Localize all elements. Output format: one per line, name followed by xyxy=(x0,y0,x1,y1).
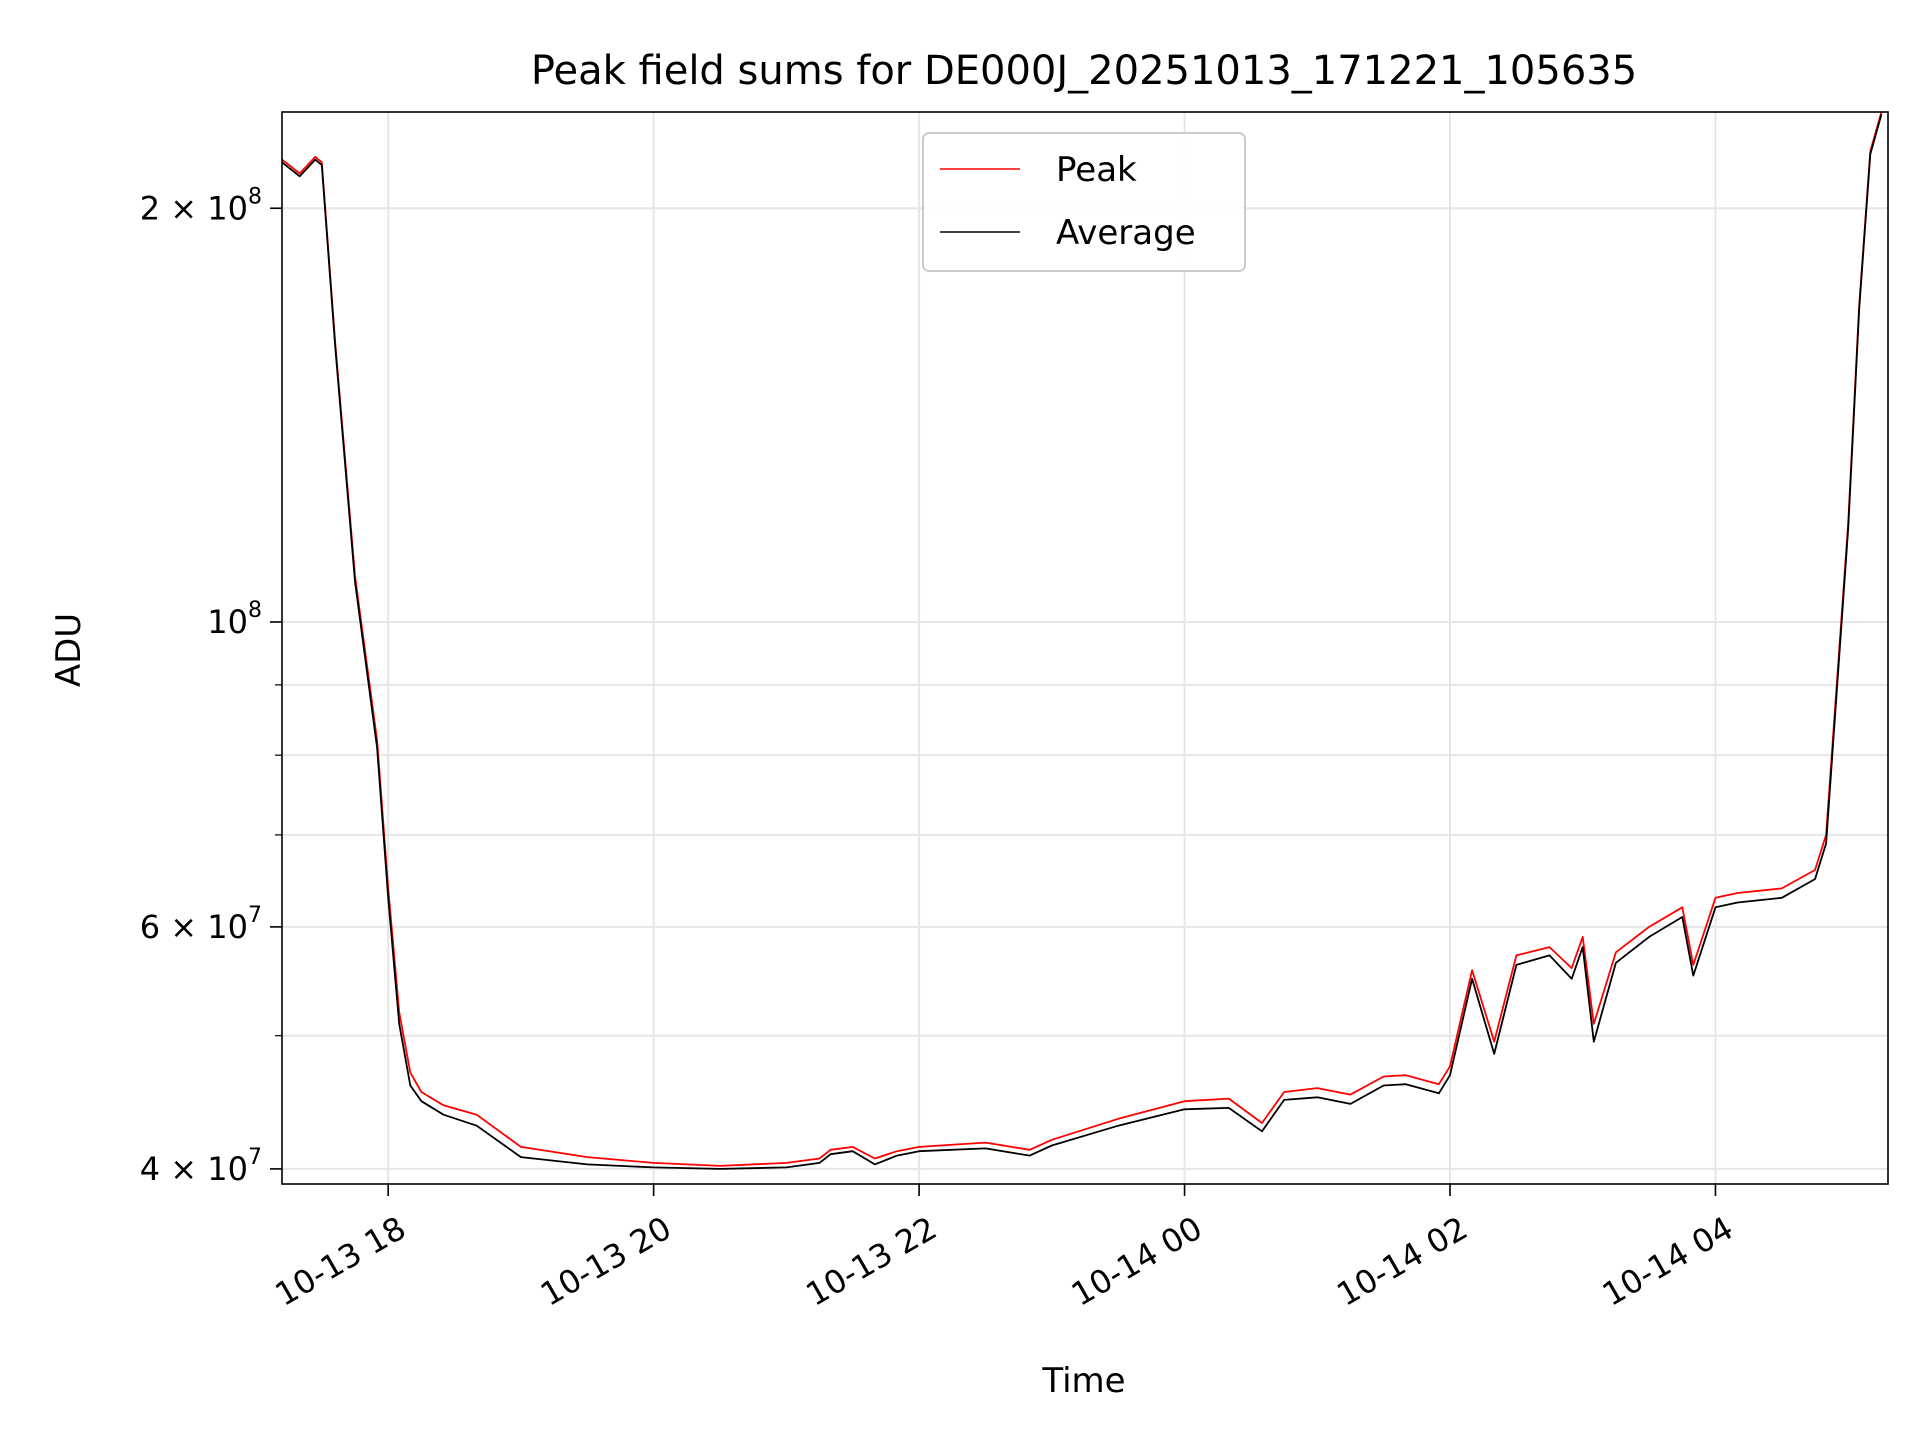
y-tick-label: 6 × 107 xyxy=(140,903,262,946)
y-axis-ticks: 4 × 107 6 × 107 108 2 × 108 xyxy=(140,184,282,1188)
plot-frame xyxy=(281,111,1889,1185)
legend-label-average: Average xyxy=(1056,213,1196,253)
y-axis-label: ADU xyxy=(49,613,89,687)
series-line-peak xyxy=(281,111,1883,1167)
chart-title: Peak field sums for DE000J_20251013_1712… xyxy=(531,48,1637,94)
series-line-average xyxy=(281,114,1883,1170)
legend-label-peak: Peak xyxy=(1056,150,1137,190)
y-tick-label: 4 × 107 xyxy=(140,1145,262,1188)
legend-box xyxy=(922,132,1246,272)
series-layer xyxy=(281,111,1883,1170)
y-tick-label: 108 xyxy=(207,598,262,641)
x-axis-label: Time xyxy=(1041,1361,1125,1401)
y-tick-label: 2 × 108 xyxy=(140,184,262,227)
legend: Peak Average xyxy=(922,132,1246,272)
